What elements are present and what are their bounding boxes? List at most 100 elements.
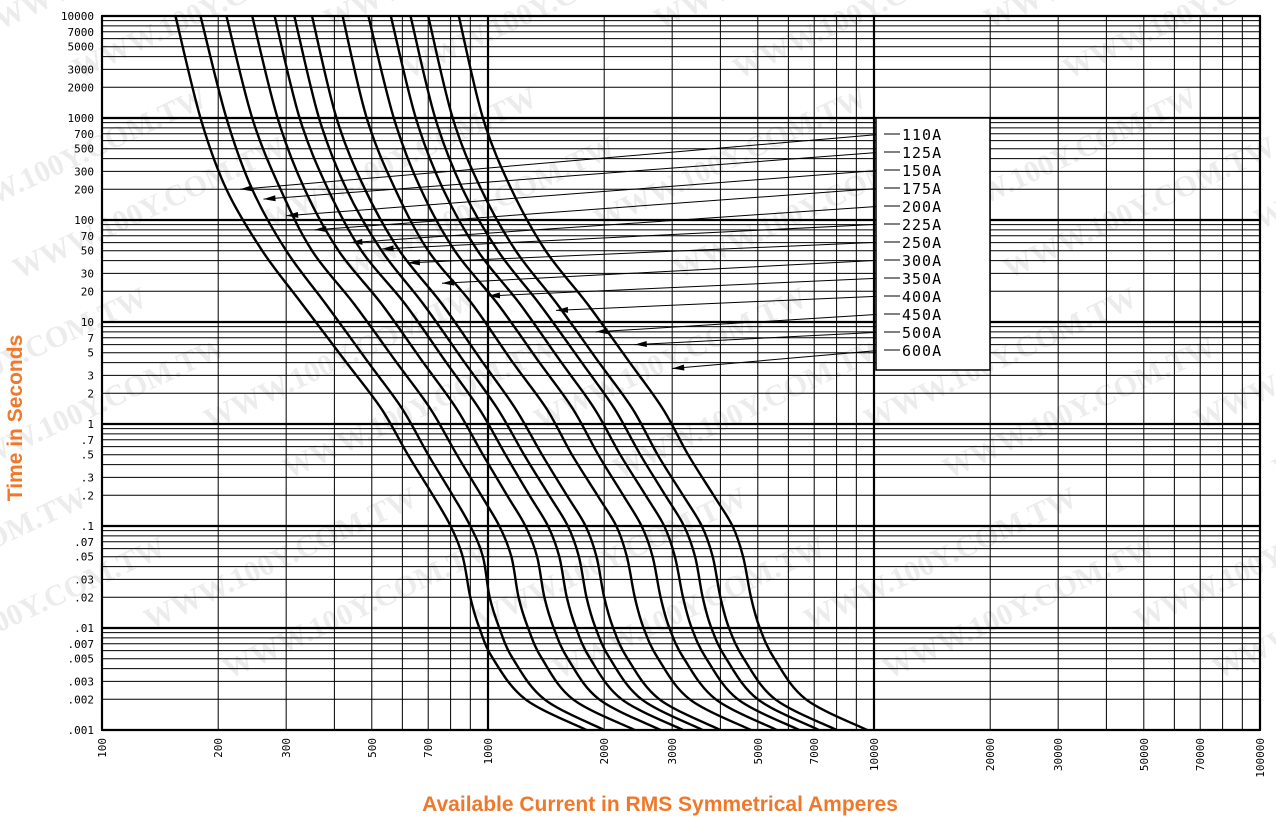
legend-label-150a: 150A xyxy=(902,162,942,180)
y-tick-label: 500 xyxy=(74,143,94,156)
legend-box xyxy=(875,117,991,371)
x-tick-label: 5000 xyxy=(752,738,765,765)
legend-label-225a: 225A xyxy=(902,216,942,234)
x-tick-label: 50000 xyxy=(1138,738,1151,771)
y-tick-label: 7 xyxy=(87,332,94,345)
leader-arrow xyxy=(350,238,363,245)
y-tick-label: .001 xyxy=(68,724,95,737)
x-tick-label: 2000 xyxy=(598,738,611,765)
leader-line-225a xyxy=(381,223,885,250)
y-tick-label: .3 xyxy=(81,471,94,484)
y-tick-label: 5000 xyxy=(68,41,95,54)
legend-label-400a: 400A xyxy=(902,288,942,306)
legend-label-350a: 350A xyxy=(902,270,942,288)
x-tick-labels: 100 200 300 500 700 1000 2000 3000 5000 7000 10000… xyxy=(96,738,1267,778)
watermark-text: WWW.100Y.COM.TW xyxy=(728,0,1011,86)
y-tick-label: .03 xyxy=(74,573,94,586)
y-tick-label: .01 xyxy=(74,622,94,635)
curve-450a xyxy=(409,16,820,730)
curve-150a xyxy=(225,16,636,730)
y-tick-label: 3000 xyxy=(68,63,95,76)
leader-arrow xyxy=(314,226,327,232)
curve-125a xyxy=(199,16,605,730)
x-tick-label: 700 xyxy=(422,738,435,758)
curve-350a xyxy=(367,16,778,730)
leader-arrow xyxy=(286,211,299,218)
leader-line-300a xyxy=(441,259,885,284)
x-tick-label: 100 xyxy=(96,738,109,758)
x-tick-label: 500 xyxy=(366,738,379,758)
watermark-text: WWW.100Y.COM.TW xyxy=(1058,0,1276,86)
x-tick-label: 200 xyxy=(212,738,225,758)
leader-arrow xyxy=(263,195,276,202)
leader-line-250a xyxy=(407,241,885,264)
leader-line-350a xyxy=(487,277,885,297)
y-tick-label: 7000 xyxy=(68,26,95,39)
leader-line-150a xyxy=(286,169,885,217)
curve-200a xyxy=(273,16,684,730)
legend-label-125a: 125A xyxy=(902,144,942,162)
leader-arrow xyxy=(407,259,420,266)
y-tick-label: 300 xyxy=(74,165,94,178)
x-tick-label: 70000 xyxy=(1194,738,1207,771)
y-tick-label: 20 xyxy=(81,285,94,298)
x-tick-label: 10000 xyxy=(868,738,881,771)
leader-arrow xyxy=(381,245,394,252)
legend-label-175a: 175A xyxy=(902,180,942,198)
curve-110a xyxy=(174,16,588,730)
y-tick-label: .05 xyxy=(74,551,94,564)
legend-label-500a: 500A xyxy=(902,324,942,342)
y-tick-label: 700 xyxy=(74,128,94,141)
leader-line-400a xyxy=(555,295,885,311)
leader-arrow xyxy=(555,306,569,313)
y-tick-label: 100 xyxy=(74,214,94,227)
y-tick-label: .07 xyxy=(74,536,94,549)
y-tick-label: .003 xyxy=(68,675,95,688)
y-tick-label: .1 xyxy=(81,520,94,533)
y-tick-label: 10 xyxy=(81,316,94,329)
y-tick-label: 2 xyxy=(87,387,94,400)
curve-400a xyxy=(389,16,800,730)
y-tick-label: 5 xyxy=(87,347,94,360)
y-tick-label: 1 xyxy=(87,418,94,431)
y-tick-label: 50 xyxy=(81,245,94,258)
y-tick-label: 1000 xyxy=(68,112,95,125)
leader-arrow xyxy=(634,341,647,348)
watermark-layer: WWW.100Y.COM.TW WWW.100Y.COM.TW WWW.100Y.C… xyxy=(0,0,1276,686)
leader-line-175a xyxy=(314,187,885,231)
y-tick-label: .007 xyxy=(68,638,95,651)
legend-label-200a: 200A xyxy=(902,198,942,216)
legend-label-600a: 600A xyxy=(902,342,942,360)
curve-225a xyxy=(293,16,704,730)
y-tick-label: 2000 xyxy=(68,81,95,94)
y-tick-label: .02 xyxy=(74,591,94,604)
y-tick-label: 200 xyxy=(74,183,94,196)
y-tick-label: .005 xyxy=(68,653,95,666)
legend-label-450a: 450A xyxy=(902,306,942,324)
y-tick-label: .002 xyxy=(68,693,95,706)
y-tick-label: .7 xyxy=(81,434,94,447)
leader-arrow xyxy=(240,185,253,192)
y-tick-labels: 10000 7000 5000 3000 2000 1000 700 500 300 200 100… xyxy=(61,10,94,737)
x-axis-title: Available Current in RMS Symmetrical Amp… xyxy=(422,793,898,816)
legend-label-110a: 110A xyxy=(902,126,942,144)
leader-line-125a xyxy=(263,151,885,200)
leader-arrow xyxy=(441,279,455,286)
y-tick-label: .5 xyxy=(81,449,94,462)
y-tick-label: 70 xyxy=(81,230,94,243)
leader-line-110a xyxy=(240,133,885,190)
x-tick-label: 7000 xyxy=(808,738,821,765)
x-tick-label: 30000 xyxy=(1052,738,1065,771)
curve-250a xyxy=(310,16,721,730)
plot-frame xyxy=(101,15,1261,731)
curve-layer xyxy=(174,16,868,730)
y-tick-label: 30 xyxy=(81,267,94,280)
leader-arrow xyxy=(595,328,608,335)
curve-300a xyxy=(341,16,752,730)
curve-500a xyxy=(427,16,838,730)
x-tick-label: 100000 xyxy=(1254,738,1267,778)
legend: 110A125A150A175A200A225A250A300A350A400A… xyxy=(875,117,991,371)
leader-line-450a xyxy=(595,313,885,333)
y-tick-label: 10000 xyxy=(61,10,94,23)
